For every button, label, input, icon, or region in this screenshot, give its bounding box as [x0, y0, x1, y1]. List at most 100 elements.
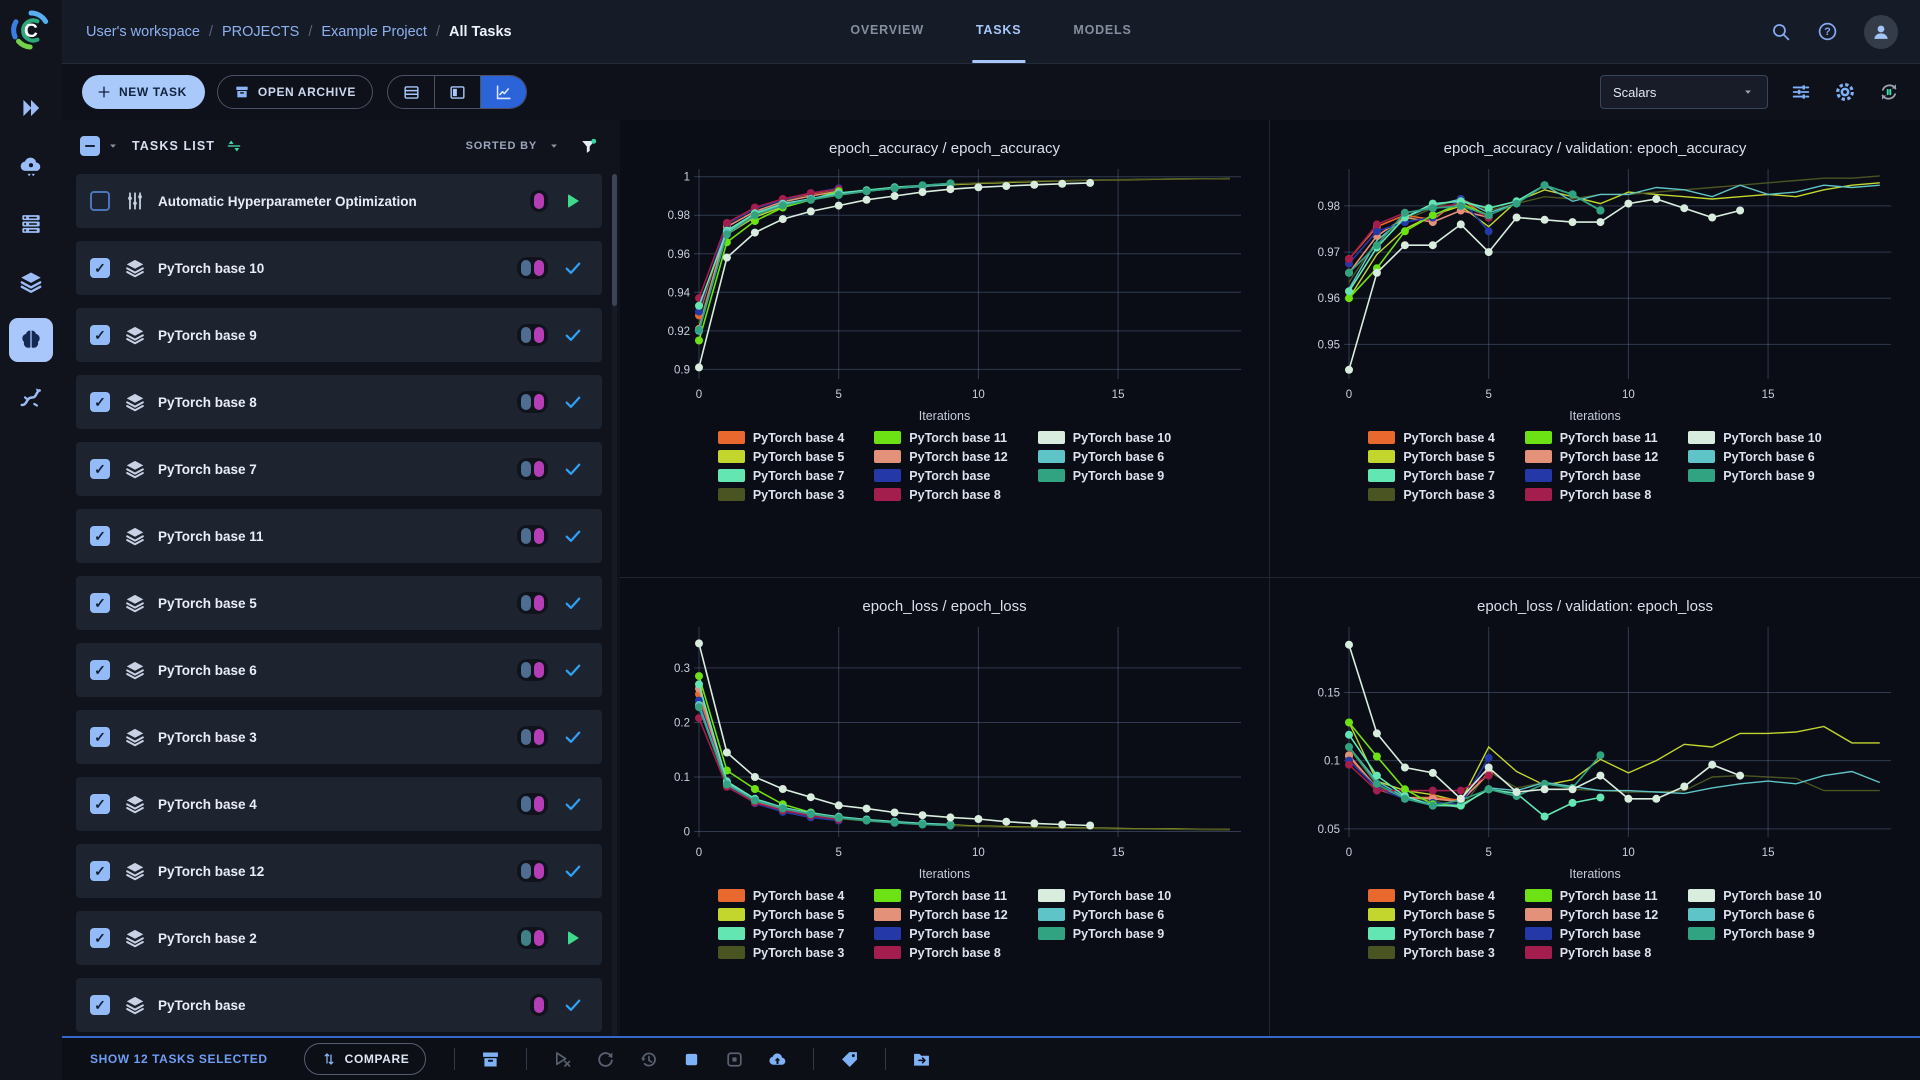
server-rack-icon[interactable] [18, 211, 44, 237]
move-to-icon[interactable] [911, 1049, 932, 1070]
tune-icon[interactable] [1790, 81, 1812, 103]
breadcrumb-item[interactable]: Example Project [321, 23, 427, 40]
sidebar-item-brain[interactable] [9, 318, 53, 362]
sidebar-item-cloud-gear[interactable] [9, 144, 53, 188]
task-checkbox[interactable]: ✓ [90, 258, 110, 278]
legend-item[interactable]: PyTorch base 5 [717, 447, 844, 466]
task-row[interactable]: ✓ PyTorch base 5 [76, 576, 602, 630]
table-view-button[interactable] [388, 76, 434, 108]
legend-item[interactable]: PyTorch base 6 [1688, 905, 1821, 924]
task-row[interactable]: ✓ PyTorch base [76, 978, 602, 1032]
legend-item[interactable]: PyTorch base 6 [1688, 447, 1821, 466]
legend-item[interactable]: PyTorch base [1524, 466, 1658, 485]
avatar[interactable] [1864, 14, 1898, 49]
legend-item[interactable]: PyTorch base 7 [717, 466, 844, 485]
legend-item[interactable]: PyTorch base 11 [1524, 428, 1658, 447]
legend-item[interactable]: PyTorch base 10 [1037, 886, 1171, 905]
legend-item[interactable]: PyTorch base 3 [1368, 485, 1495, 504]
show-selected-button[interactable]: SHOW 12 TASKS SELECTED [90, 1052, 268, 1066]
task-checkbox[interactable]: ✓ [90, 727, 110, 747]
table-view-icon[interactable] [402, 83, 421, 102]
tab-tasks[interactable]: TASKS [971, 0, 1026, 63]
task-checkbox[interactable]: ✓ [90, 526, 110, 546]
task-row[interactable]: ✓ PyTorch base 10 [76, 241, 602, 295]
legend-item[interactable]: PyTorch base 12 [1524, 905, 1658, 924]
sort-lines-icon[interactable] [225, 137, 243, 155]
compare-button[interactable]: COMPARE [303, 1043, 427, 1075]
stop-icon[interactable] [681, 1049, 702, 1070]
task-row[interactable]: ✓ PyTorch base 11 [76, 509, 602, 563]
chevron-down-icon[interactable] [106, 139, 120, 153]
task-row[interactable]: ✓ PyTorch base 12 [76, 844, 602, 898]
legend-item[interactable]: PyTorch base 9 [1688, 466, 1821, 485]
chart-view-icon[interactable] [494, 83, 513, 102]
breadcrumb-item[interactable]: User's workspace [86, 23, 200, 40]
legend-item[interactable]: PyTorch base 8 [874, 485, 1007, 504]
legend-item[interactable]: PyTorch base 3 [1368, 943, 1495, 962]
legend-item[interactable]: PyTorch base 3 [717, 943, 844, 962]
brain-icon[interactable] [18, 327, 44, 353]
breadcrumb-item[interactable]: All Tasks [448, 23, 512, 40]
completed-check-icon[interactable] [563, 727, 583, 747]
legend-item[interactable]: PyTorch base [874, 466, 1007, 485]
legend-item[interactable]: PyTorch base 10 [1037, 428, 1171, 447]
completed-check-icon[interactable] [563, 794, 583, 814]
task-checkbox[interactable]: ✓ [90, 325, 110, 345]
legend-item[interactable]: PyTorch base 9 [1037, 466, 1171, 485]
task-checkbox[interactable]: ✓ [90, 459, 110, 479]
metric-type-select[interactable]: Scalars [1600, 75, 1768, 109]
task-row[interactable]: ✓ PyTorch base 7 [76, 442, 602, 496]
tab-models[interactable]: MODELS [1073, 23, 1132, 37]
sidebar-item-double-chevron[interactable] [9, 86, 53, 130]
legend-item[interactable]: PyTorch base 6 [1037, 447, 1171, 466]
pipeline-icon[interactable] [18, 385, 44, 411]
clearml-logo-icon[interactable] [9, 8, 53, 52]
publish-icon[interactable] [767, 1049, 788, 1070]
task-row[interactable]: ✓ PyTorch base 9 [76, 308, 602, 362]
completed-check-icon[interactable] [563, 526, 583, 546]
sidebar-item-layers[interactable] [9, 260, 53, 304]
legend-item[interactable]: PyTorch base 12 [874, 447, 1008, 466]
chart-view-button[interactable] [480, 76, 527, 108]
completed-check-icon[interactable] [563, 593, 583, 613]
legend-item[interactable]: PyTorch base 7 [1368, 466, 1495, 485]
completed-check-icon[interactable] [563, 459, 583, 479]
legend-item[interactable]: PyTorch base 8 [874, 943, 1007, 962]
legend-item[interactable]: PyTorch base 11 [874, 428, 1007, 447]
completed-check-icon[interactable] [563, 861, 583, 881]
completed-check-icon[interactable] [563, 660, 583, 680]
archive-icon[interactable] [480, 1049, 501, 1070]
task-row[interactable]: ✓ PyTorch base 2 [76, 911, 602, 965]
legend-item[interactable]: PyTorch base 8 [1524, 485, 1658, 504]
legend-item[interactable]: PyTorch base 9 [1037, 924, 1171, 943]
completed-check-icon[interactable] [563, 325, 583, 345]
task-checkbox[interactable] [90, 191, 110, 211]
task-row[interactable]: ✓ PyTorch base 4 [76, 777, 602, 831]
auto-refresh-icon[interactable] [1878, 81, 1900, 103]
legend-item[interactable]: PyTorch base 7 [1368, 924, 1495, 943]
open-archive-button[interactable]: OPEN ARCHIVE [216, 75, 374, 109]
task-checkbox[interactable]: ✓ [90, 660, 110, 680]
tasks-scrollbar[interactable] [612, 174, 617, 1036]
completed-check-icon[interactable] [563, 258, 583, 278]
legend-item[interactable]: PyTorch base 10 [1688, 886, 1822, 905]
shutdown-icon[interactable] [724, 1049, 745, 1070]
completed-check-icon[interactable] [563, 392, 583, 412]
split-view-button[interactable] [434, 76, 480, 108]
chevron-down-icon[interactable] [547, 139, 561, 153]
legend-item[interactable]: PyTorch base 4 [1368, 428, 1495, 447]
search-icon[interactable] [1770, 21, 1791, 42]
task-row[interactable]: ✓ PyTorch base 6 [76, 643, 602, 697]
legend-item[interactable]: PyTorch base 5 [1368, 905, 1495, 924]
history-icon[interactable] [638, 1049, 659, 1070]
legend-item[interactable]: PyTorch base 5 [717, 905, 844, 924]
task-row[interactable]: Automatic Hyperparameter Optimization [76, 174, 602, 228]
avatar-icon[interactable] [1870, 21, 1892, 43]
chart-plot[interactable]: 0 5 10 15 0 0.1 0.2 0.3 [635, 617, 1255, 867]
tasks-scrollbar-thumb[interactable] [612, 174, 617, 306]
tab-overview[interactable]: OVERVIEW [850, 23, 924, 37]
legend-item[interactable]: PyTorch base 12 [874, 905, 1008, 924]
task-checkbox[interactable]: ✓ [90, 861, 110, 881]
double-chevron-icon[interactable] [18, 95, 44, 121]
split-view-icon[interactable] [448, 83, 467, 102]
